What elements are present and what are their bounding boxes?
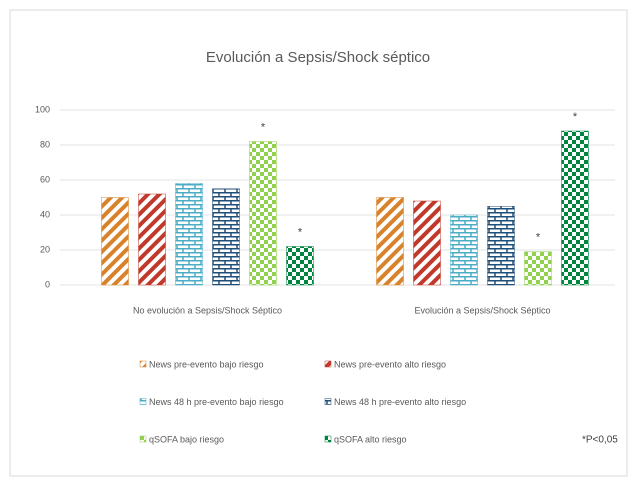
- y-tick-label: 40: [40, 209, 50, 219]
- bar: [138, 193, 166, 286]
- bar: [413, 200, 441, 286]
- y-tick-label: 60: [40, 174, 50, 184]
- legend-label: News 48 h pre-evento alto riesgo: [334, 397, 466, 407]
- legend-label: News pre-evento alto riesgo: [334, 359, 446, 369]
- bar: [175, 183, 203, 286]
- bar: [212, 188, 240, 286]
- legend-label: qSOFA alto riesgo: [334, 434, 407, 444]
- legend-swatch: [324, 435, 332, 443]
- legend-swatch: [324, 398, 332, 405]
- legend-swatch: [139, 435, 147, 443]
- legend-label: News 48 h pre-evento bajo riesgo: [149, 397, 284, 407]
- legend-label: qSOFA bajo riesgo: [149, 434, 224, 444]
- y-tick-label: 100: [35, 104, 50, 114]
- significance-mark: *: [573, 111, 578, 123]
- footnote: *P<0,05: [582, 435, 618, 446]
- legend-swatch: [324, 360, 332, 368]
- x-tick-label: Evolución a Sepsis/Shock Séptico: [414, 305, 550, 315]
- bar: [249, 141, 277, 286]
- bar: [101, 197, 129, 286]
- x-tick-label: No evolución a Sepsis/Shock Séptico: [133, 305, 282, 315]
- y-tick-label: 80: [40, 139, 50, 149]
- bar: [376, 197, 404, 286]
- bar: [524, 251, 552, 286]
- y-tick-label: 0: [45, 279, 50, 289]
- legend-swatch: [139, 398, 147, 405]
- significance-mark: *: [298, 226, 303, 238]
- bar: [561, 130, 589, 286]
- legend-swatch: [139, 360, 147, 368]
- bar: [450, 214, 478, 286]
- bar: [286, 246, 314, 286]
- significance-mark: *: [536, 232, 541, 244]
- significance-mark: *: [261, 121, 266, 133]
- legend-label: News pre-evento bajo riesgo: [149, 359, 264, 369]
- bar: [487, 206, 515, 286]
- chart-title: Evolución a Sepsis/Shock séptico: [206, 49, 430, 66]
- y-tick-label: 20: [40, 244, 50, 254]
